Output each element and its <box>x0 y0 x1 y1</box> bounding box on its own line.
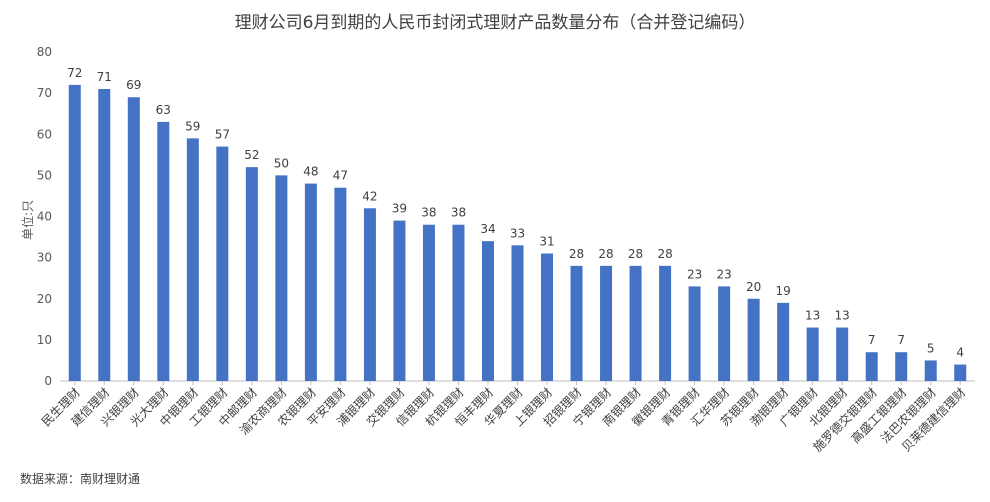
bar <box>275 175 288 381</box>
bar <box>245 167 258 381</box>
bar <box>659 265 672 381</box>
data-label: 23 <box>716 267 731 281</box>
bar <box>895 352 908 381</box>
y-axis-label: 单位:只 <box>20 200 35 240</box>
axes: 0 10 20 30 40 50 60 70 80 <box>37 45 975 388</box>
data-label: 7 <box>897 333 905 347</box>
bar <box>393 220 406 381</box>
data-label: 23 <box>687 267 702 281</box>
data-label: 42 <box>362 189 377 203</box>
bar <box>452 224 465 381</box>
bar <box>68 84 81 382</box>
bar <box>924 360 937 381</box>
bar <box>363 208 376 381</box>
data-label: 4 <box>956 346 964 360</box>
data-label: 59 <box>185 119 200 133</box>
bar <box>98 89 111 381</box>
data-label: 39 <box>392 202 407 216</box>
bar <box>806 327 819 381</box>
data-label: 31 <box>539 235 554 249</box>
data-label: 20 <box>746 280 761 294</box>
data-label: 38 <box>421 206 436 220</box>
data-label: 63 <box>156 103 171 117</box>
bar <box>481 241 494 381</box>
data-label: 28 <box>657 247 672 261</box>
bar <box>186 138 199 381</box>
bar <box>954 364 967 381</box>
data-label: 33 <box>510 226 525 240</box>
bar <box>422 224 435 381</box>
data-label: 19 <box>776 284 791 298</box>
y-tick-label: 60 <box>37 127 52 141</box>
bar <box>334 187 347 381</box>
y-tick-label: 40 <box>37 210 52 224</box>
y-tick-label: 0 <box>44 374 52 388</box>
bar <box>747 298 760 381</box>
data-label: 52 <box>244 148 259 162</box>
bar <box>304 183 317 381</box>
bar <box>570 265 583 381</box>
data-label: 13 <box>805 309 820 323</box>
y-tick-label: 10 <box>37 333 52 347</box>
y-tick-label: 50 <box>37 168 52 182</box>
data-label: 7 <box>868 333 876 347</box>
bar <box>688 286 701 381</box>
bar <box>127 97 140 382</box>
data-label: 69 <box>126 78 141 92</box>
data-label: 72 <box>67 66 82 80</box>
data-label: 50 <box>274 156 289 170</box>
bar <box>511 245 524 381</box>
data-label: 13 <box>835 309 850 323</box>
y-tick-label: 30 <box>37 251 52 265</box>
bar <box>836 327 849 381</box>
data-label: 28 <box>598 247 613 261</box>
bar <box>629 265 642 381</box>
data-label: 48 <box>303 165 318 179</box>
bar <box>216 146 229 381</box>
data-label: 28 <box>569 247 584 261</box>
bar <box>541 253 554 381</box>
data-label: 38 <box>451 206 466 220</box>
bar <box>865 352 878 381</box>
data-label: 5 <box>927 341 935 355</box>
bar <box>777 302 790 381</box>
data-label: 34 <box>480 222 495 236</box>
source-note: 数据来源：南财理财通 <box>20 472 141 486</box>
bars <box>68 84 967 382</box>
data-label: 57 <box>215 128 230 142</box>
y-tick-label: 80 <box>37 45 52 59</box>
bar <box>157 121 170 381</box>
bar <box>718 286 731 381</box>
data-label: 28 <box>628 247 643 261</box>
bar <box>600 265 613 381</box>
category-labels: 民生理财建信理财兴银理财光大理财中银理财工银理财中邮理财渝农商理财农银理财平安理… <box>39 385 968 455</box>
data-label: 71 <box>97 70 112 84</box>
chart-title: 理财公司6月到期的人民币封闭式理财产品数量分布（合并登记编码） <box>234 13 756 33</box>
y-tick-label: 20 <box>37 292 52 306</box>
y-tick-label: 70 <box>37 86 52 100</box>
data-label: 47 <box>333 169 348 183</box>
